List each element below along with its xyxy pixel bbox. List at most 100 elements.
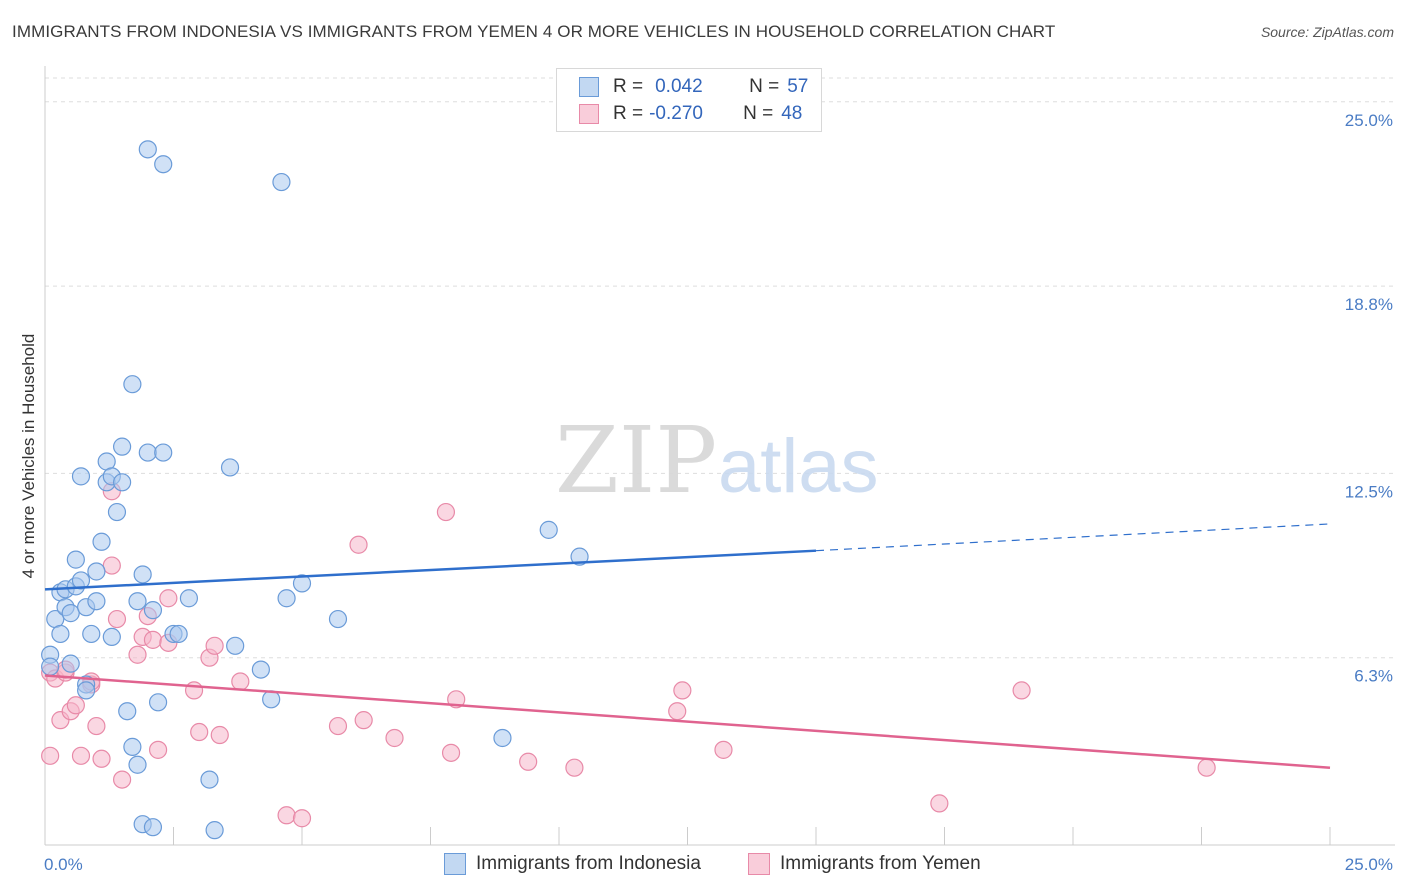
indonesia-point [539, 520, 558, 539]
yemen-point [148, 740, 168, 759]
indonesia-point [77, 681, 96, 700]
indonesia-point [154, 155, 173, 174]
indonesia-point [220, 458, 240, 477]
series-yemen-points [41, 482, 1216, 828]
indonesia-point [82, 624, 101, 644]
indonesia-point [71, 467, 91, 486]
yemen-point [519, 752, 538, 771]
indonesia-point [87, 592, 106, 611]
axes [44, 66, 1395, 846]
indonesia-point [51, 624, 70, 644]
yemen-point [102, 556, 121, 575]
y-tick-label: 12.5% [1345, 482, 1393, 501]
indonesia-trend-line [44, 549, 817, 591]
yemen-point [385, 728, 404, 748]
yemen-point [112, 770, 132, 789]
yemen-point [205, 636, 224, 655]
bottom-legend-swatch-yemen [748, 853, 770, 875]
yemen-point [184, 681, 204, 700]
yemen-point [565, 758, 584, 777]
yemen-point [190, 722, 209, 742]
indonesia-point [277, 589, 296, 608]
indonesia-point [251, 660, 270, 679]
bottom-legend-label-indonesia: Immigrants from Indonesia [476, 853, 701, 874]
yemen-trend-line [44, 674, 1331, 769]
yemen-point [349, 535, 368, 554]
source-label: Source: ZipAtlas.com [1260, 24, 1394, 40]
indonesia-point [61, 654, 80, 673]
bottom-legend-swatch-indonesia [444, 853, 466, 875]
y-axis-label: 4 or more Vehicles in Household [19, 334, 38, 579]
watermark-atlas: atlas [718, 424, 879, 509]
yemen-point [441, 743, 461, 762]
indonesia-trend-extension [815, 523, 1331, 552]
yemen-point [354, 711, 373, 730]
bottom-legend-indonesia: Immigrants from Indonesia [444, 851, 701, 877]
yemen-point [1197, 758, 1216, 777]
yemen-point [143, 630, 163, 649]
y-tick-label: 25.0% [1345, 111, 1393, 130]
indonesia-point [118, 702, 137, 721]
indonesia-point [138, 443, 157, 462]
yemen-point [66, 696, 85, 715]
legend-n-label: N = [749, 76, 780, 97]
yemen-point [92, 749, 111, 768]
indonesia-point [205, 821, 224, 840]
legend-r-label: R = [613, 76, 644, 97]
indonesia-point [328, 609, 348, 629]
indonesia-point [112, 437, 132, 456]
legend-row-indonesia: R = 0.042 N = 57 [579, 75, 808, 99]
trend-lines [44, 523, 1331, 769]
indonesia-point [570, 547, 589, 566]
legend-r-value: -0.270 [649, 103, 703, 124]
indonesia-point [226, 636, 245, 655]
indonesia-point [112, 473, 132, 492]
legend-r-value: 0.042 [655, 76, 703, 97]
legend-swatch-indonesia [579, 77, 599, 97]
indonesia-point [128, 592, 147, 611]
y-tick-labels: 6.3% 12.5% 18.8% 25.0% [1345, 111, 1393, 686]
y-tick-label: 6.3% [1354, 667, 1393, 686]
yemen-point [41, 746, 60, 765]
indonesia-point [154, 443, 173, 462]
indonesia-point [200, 770, 219, 789]
bottom-legend-yemen: Immigrants from Yemen [748, 851, 981, 877]
yemen-point [277, 806, 296, 825]
series-indonesia-points [41, 140, 589, 840]
yemen-point [159, 589, 178, 608]
indonesia-point [143, 601, 163, 620]
yemen-point [210, 725, 229, 745]
yemen-point [668, 702, 687, 721]
indonesia-point [41, 657, 60, 676]
indonesia-point [87, 562, 106, 581]
gridlines [45, 77, 1395, 659]
indonesia-point [71, 571, 91, 590]
yemen-point [673, 681, 692, 700]
indonesia-point [493, 728, 512, 748]
indonesia-point [66, 550, 85, 569]
watermark-zip: ZIP [555, 407, 717, 514]
indonesia-point [133, 565, 152, 584]
indonesia-point [107, 502, 127, 522]
indonesia-point [128, 755, 147, 774]
bottom-legend-label-yemen: Immigrants from Yemen [780, 853, 981, 874]
legend-r-label: R = [613, 103, 644, 124]
indonesia-point [123, 737, 142, 756]
indonesia-point [272, 172, 291, 192]
yemen-point [1012, 681, 1031, 700]
legend-n-value: 57 [787, 76, 809, 97]
indonesia-point [169, 624, 188, 644]
x-tick-label: 0.0% [44, 855, 83, 874]
legend-swatch-yemen [579, 104, 599, 124]
yemen-point [436, 502, 456, 522]
indonesia-point [138, 140, 157, 159]
legend-row-yemen: R = -0.270 N = 48 [579, 102, 802, 126]
yemen-point [107, 609, 127, 629]
yemen-point [714, 740, 733, 759]
legend-n-label: N = [743, 103, 774, 124]
chart-title: IMMIGRANTS FROM INDONESIA VS IMMIGRANTS … [12, 22, 1056, 41]
yemen-point [231, 672, 250, 691]
yemen-point [930, 794, 949, 813]
indonesia-point [61, 604, 80, 623]
